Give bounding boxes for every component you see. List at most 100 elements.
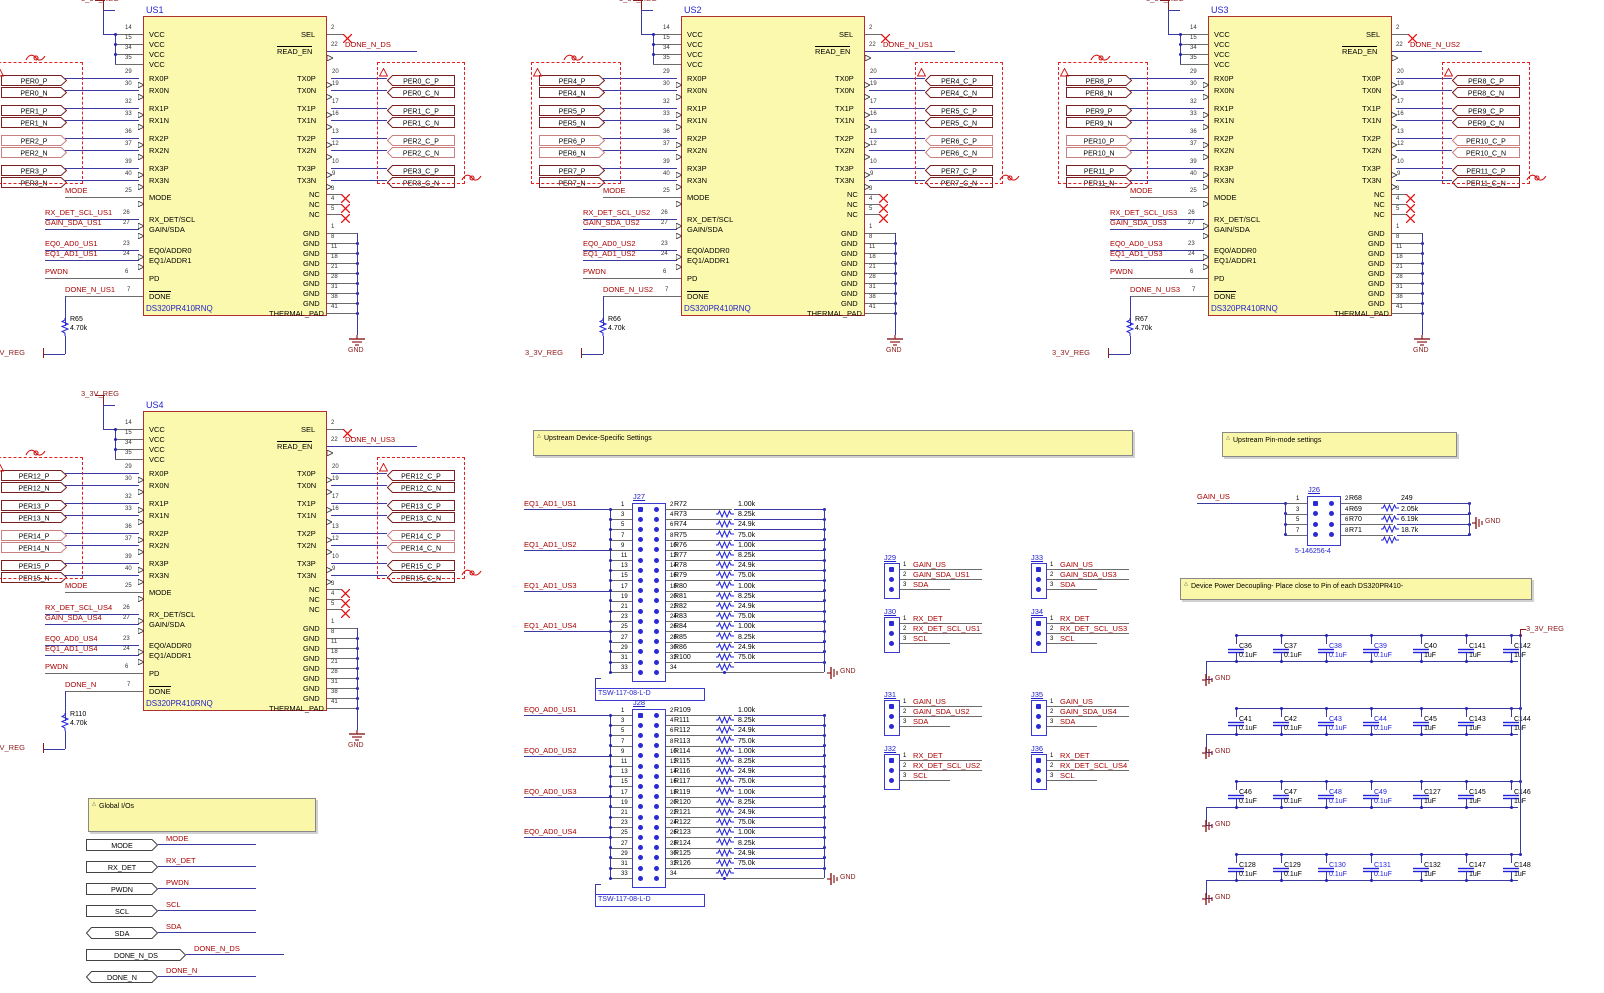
jumper-pin[interactable] (889, 723, 894, 729)
jumper-pin[interactable] (889, 777, 894, 783)
jumper-pin[interactable] (889, 640, 894, 646)
connector-pin[interactable] (654, 608, 659, 614)
jumper-pin[interactable] (1036, 757, 1041, 763)
port-per6_n[interactable]: PER6_N (539, 145, 606, 158)
connector-pin[interactable] (638, 598, 643, 604)
port-per1_c_n[interactable]: PER1_C_N (386, 115, 455, 128)
connector-pin[interactable] (654, 865, 659, 871)
port-per6_c_n[interactable]: PER6_C_N (924, 145, 993, 158)
connector-pin[interactable] (654, 526, 659, 532)
port-per9_p[interactable]: PER9_P (1066, 103, 1133, 116)
jumper-pin[interactable] (1036, 777, 1041, 783)
connector-body-j28[interactable] (632, 709, 666, 889)
port-per7_c_p[interactable]: PER7_C_P (924, 163, 993, 176)
connector-pin[interactable] (638, 588, 643, 594)
jumper-pin[interactable] (1036, 713, 1041, 719)
jumper-pin[interactable] (889, 703, 894, 709)
port-per10_c_p[interactable]: PER10_C_P (1451, 133, 1520, 146)
jumper-pin[interactable] (889, 713, 894, 719)
connector-pin[interactable] (654, 506, 659, 512)
ic-part-number[interactable]: DS320PR410RNQ (146, 699, 213, 708)
port-per3_c_p[interactable]: PER3_C_P (386, 163, 455, 176)
global-io-port-sda[interactable]: SDA (85, 926, 159, 939)
jumper-pin[interactable] (889, 630, 894, 636)
port-per4_n[interactable]: PER4_N (539, 85, 606, 98)
connector-pin[interactable] (654, 577, 659, 583)
port-per9_c_n[interactable]: PER9_C_N (1451, 115, 1520, 128)
connector-pin[interactable] (654, 794, 659, 800)
connector-pin[interactable] (1313, 500, 1318, 506)
connector-pin[interactable] (654, 567, 659, 573)
connector-pin[interactable] (638, 557, 643, 563)
port-per0_c_p[interactable]: PER0_C_P (386, 73, 455, 86)
jumper-pin[interactable] (1036, 703, 1041, 709)
connector-pin[interactable] (1313, 532, 1318, 537)
jumper-pin[interactable] (1036, 586, 1041, 592)
connector-pin[interactable] (638, 526, 643, 532)
connector-pin[interactable] (654, 783, 659, 789)
connector-pin[interactable] (654, 598, 659, 604)
connector-pin[interactable] (638, 845, 643, 851)
connector-pin[interactable] (638, 834, 643, 840)
port-per12_p[interactable]: PER12_P (1, 468, 68, 481)
jumper-pin[interactable] (1036, 640, 1041, 646)
port-per14_n[interactable]: PER14_N (1, 540, 68, 553)
port-per2_n[interactable]: PER2_N (1, 145, 68, 158)
connector-pin[interactable] (638, 628, 643, 634)
port-per12_n[interactable]: PER12_N (1, 480, 68, 493)
ic-ref-designator[interactable]: US1 (146, 5, 164, 15)
port-per10_c_n[interactable]: PER10_C_N (1451, 145, 1520, 158)
port-per5_c_n[interactable]: PER5_C_N (924, 115, 993, 128)
port-per11_c_p[interactable]: PER11_C_P (1451, 163, 1520, 176)
connector-pin[interactable] (638, 722, 643, 728)
connector-pin[interactable] (654, 649, 659, 655)
connector-pin[interactable] (638, 804, 643, 810)
port-per14_c_p[interactable]: PER14_C_P (386, 528, 455, 541)
connector-pin[interactable] (638, 516, 643, 522)
jumper-pin[interactable] (889, 576, 894, 582)
port-per4_p[interactable]: PER4_P (539, 73, 606, 86)
port-per13_n[interactable]: PER13_N (1, 510, 68, 523)
connector-pin[interactable] (654, 875, 659, 881)
connector-pin[interactable] (654, 824, 659, 830)
jumper-pin[interactable] (1036, 620, 1041, 626)
connector-pin[interactable] (638, 743, 643, 749)
connector-pin[interactable] (638, 865, 643, 871)
connector-pin[interactable] (638, 732, 643, 738)
port-per9_n[interactable]: PER9_N (1066, 115, 1133, 128)
port-per1_p[interactable]: PER1_P (1, 103, 68, 116)
connector-pin[interactable] (654, 834, 659, 840)
connector-pin[interactable] (638, 763, 643, 769)
connector-pin[interactable] (654, 659, 659, 665)
port-per2_c_p[interactable]: PER2_C_P (386, 133, 455, 146)
jumper-pin[interactable] (1036, 723, 1041, 729)
port-per6_p[interactable]: PER6_P (539, 133, 606, 146)
connector-pin[interactable] (638, 773, 643, 779)
connector-pin[interactable] (638, 794, 643, 800)
connector-pin[interactable] (638, 608, 643, 614)
connector-pin[interactable] (654, 516, 659, 522)
global-io-port-rx_det[interactable]: RX_DET (86, 860, 159, 873)
global-io-port-pwdn[interactable]: PWDN (86, 882, 159, 895)
port-per0_c_n[interactable]: PER0_C_N (386, 85, 455, 98)
connector-pin[interactable] (638, 753, 643, 759)
port-per13_p[interactable]: PER13_P (1, 498, 68, 511)
connector-pin[interactable] (1329, 500, 1334, 506)
connector-pin[interactable] (638, 649, 643, 655)
connector-pin[interactable] (638, 824, 643, 830)
port-per13_c_p[interactable]: PER13_C_P (386, 498, 455, 511)
port-per4_c_n[interactable]: PER4_C_N (924, 85, 993, 98)
connector-body-j26[interactable] (1307, 496, 1341, 546)
port-per5_p[interactable]: PER5_P (539, 103, 606, 116)
port-per8_n[interactable]: PER8_N (1066, 85, 1133, 98)
connector-pin[interactable] (1313, 511, 1318, 516)
port-per2_p[interactable]: PER2_P (1, 133, 68, 146)
port-per0_p[interactable]: PER0_P (1, 73, 68, 86)
jumper-pin[interactable] (889, 586, 894, 592)
ic-ref-designator[interactable]: US3 (1211, 5, 1229, 15)
port-per3_p[interactable]: PER3_P (1, 163, 68, 176)
port-per6_c_p[interactable]: PER6_C_P (924, 133, 993, 146)
connector-pin[interactable] (654, 763, 659, 769)
ic-part-number[interactable]: DS320PR410RNQ (1211, 304, 1278, 313)
connector-pin[interactable] (654, 743, 659, 749)
